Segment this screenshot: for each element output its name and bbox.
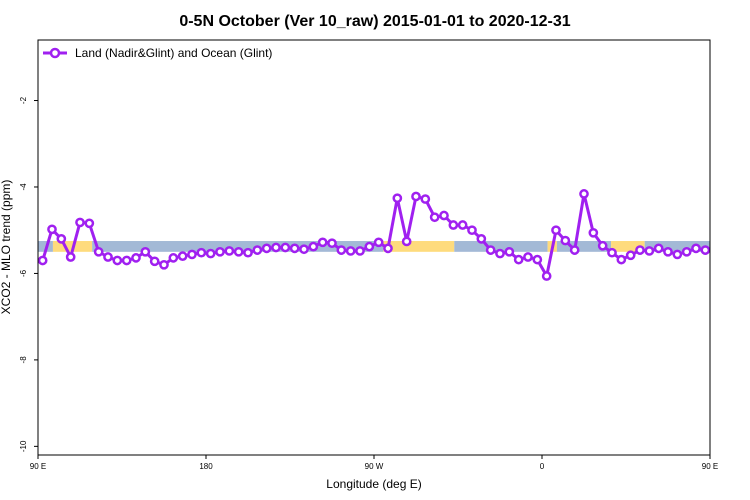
data-point [485,245,496,255]
series-line [41,192,706,278]
data-point [401,236,412,247]
data-point [597,240,608,251]
data-point [457,220,468,230]
data-point [336,245,347,255]
data-series [37,189,711,281]
data-point [635,245,645,255]
surface-band-land-segment [611,241,645,252]
data-point [243,247,253,258]
data-point [551,225,561,236]
data-point [345,246,356,256]
x-axis-label: Longitude (deg E) [326,477,421,491]
y-axis-label: XCO2 - MLO trend (ppm) [0,180,13,315]
data-point [252,245,263,255]
data-point [392,193,403,204]
data-point [280,242,291,253]
data-point [140,246,151,257]
data-point [317,237,328,248]
data-point [681,246,692,257]
chart-title: 0-5N October (Ver 10_raw) 2015-01-01 to … [179,13,570,30]
data-point [233,246,244,257]
data-point [93,246,104,257]
data-point [159,259,169,270]
data-point [289,243,300,254]
data-point [429,212,440,223]
legend-marker [49,47,61,59]
data-point [691,243,701,254]
data-point [588,227,599,238]
data-point [672,249,683,260]
data-point [84,218,95,229]
data-point [569,245,580,255]
surface-band-ocean-segment [556,241,612,252]
data-point [121,255,132,266]
data-point [364,241,375,252]
data-point [47,224,57,235]
data-point [420,194,431,204]
data-point [504,246,515,257]
data-point [448,220,459,230]
data-point [37,255,48,266]
data-point [187,249,197,260]
data-point [513,254,524,265]
surface-band-land-segment [383,241,455,252]
x-tick-label: 0 [540,462,545,471]
y-tick-label: -4 [19,183,28,191]
x-tick-label: 90 E [30,462,46,471]
x-axis-ticks: 90 E 180 90 W 0 90 E [30,455,718,471]
y-tick-label: -2 [19,96,28,104]
data-point [224,246,235,256]
data-point [541,271,552,281]
data-point [168,253,179,263]
y-tick-label: -6 [19,269,28,277]
data-point [523,252,533,262]
y-tick-label: -8 [19,356,28,364]
data-point [327,238,337,249]
data-point [177,251,188,261]
data-point [644,246,655,256]
x-tick-label: 180 [199,462,213,471]
x-tick-label: 90 E [702,462,718,471]
data-point [383,243,393,254]
surface-band-ocean-segment [92,241,384,252]
data-point [532,254,543,265]
data-point [56,234,67,244]
data-point [579,189,589,199]
data-point [495,248,505,259]
data-point [560,235,571,246]
data-point [700,245,711,255]
data-point [355,246,365,256]
data-point [196,247,207,258]
data-point [65,252,76,262]
y-tick-label: -10 [19,440,28,452]
data-point [75,217,85,228]
data-point [616,254,627,265]
x-tick-label: 90 W [365,462,384,471]
y-axis-ticks: -2 -4 -6 -8 -10 [19,96,38,452]
data-point [411,191,421,202]
data-point [205,248,216,259]
data-point [112,255,123,266]
data-point [271,242,281,253]
legend-label: Land (Nadir&Glint) and Ocean (Glint) [75,46,272,60]
data-point [467,225,477,236]
data-point [131,253,141,263]
data-point [308,241,319,252]
data-point [663,246,673,257]
data-point [625,250,636,261]
data-point [215,246,225,257]
data-point [149,256,160,267]
data-point [261,243,272,254]
data-point [299,244,309,255]
data-point [607,247,617,258]
surface-band-ocean-segment [644,241,710,252]
surface-band-ocean-segment [454,241,548,252]
data-point [476,234,487,244]
data-point [373,237,384,248]
legend: Land (Nadir&Glint) and Ocean (Glint) [43,46,272,60]
data-point [653,243,664,254]
data-point [103,252,113,262]
data-point [439,210,449,221]
